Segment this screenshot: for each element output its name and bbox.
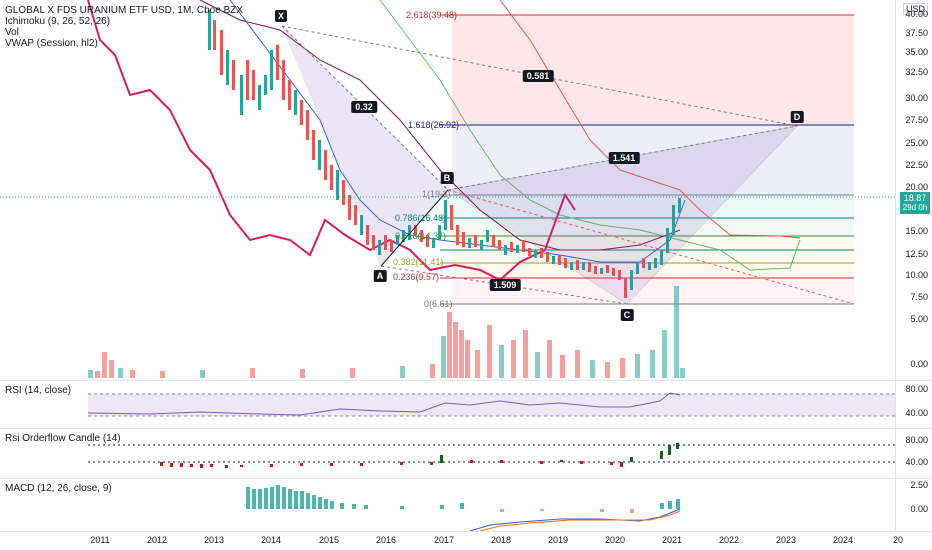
macd-legend[interactable]: MACD (12, 26, close, 9)	[5, 483, 112, 494]
ratio-abc: 1.509	[489, 279, 521, 291]
price-tick: 30.00	[905, 93, 928, 103]
price-tick: 0.00	[910, 359, 928, 369]
macd-pane[interactable]: MACD (12, 26, close, 9) 2.50 0.00	[0, 479, 932, 531]
orderflow-pane[interactable]: Rsi Orderflow Candle (14) 80.00 40.00	[0, 429, 932, 478]
point-c[interactable]: C	[620, 309, 634, 321]
chart-legend: GLOBAL X FDS URANIUM ETF USD, 1M, Cboe B…	[5, 5, 243, 49]
rsi-legend[interactable]: RSI (14, close)	[5, 385, 72, 396]
ichimoku-legend[interactable]: Ichimoku (9, 26, 52, 26)	[5, 16, 111, 27]
pane-divider[interactable]	[0, 380, 932, 381]
rsi-tick: 40.00	[905, 408, 928, 418]
time-axis-divider	[0, 531, 932, 532]
time-tick: 2024	[832, 535, 854, 545]
time-tick: 2020	[604, 535, 626, 545]
price-tick: 35.00	[905, 47, 928, 57]
price-tick: 22.50	[905, 160, 928, 170]
pane-divider[interactable]	[0, 478, 932, 479]
macd-axis[interactable]: 2.50 0.00	[895, 479, 932, 531]
ichimoku-lagging	[87, 0, 576, 282]
point-d[interactable]: D	[790, 111, 804, 123]
ratio-xab: 0.32	[351, 101, 377, 113]
orderflow-tick: 80.00	[905, 435, 928, 445]
price-tick: 40.00	[905, 9, 928, 19]
fib-label-0: 0(6.61)	[424, 299, 453, 309]
main-chart-pane[interactable]: 2.618(39.48) 1.618(26.92) 1(19.2) 0.786(…	[0, 0, 932, 380]
price-tick: 20.00	[905, 182, 928, 192]
time-tick: 2011	[90, 535, 110, 545]
point-b[interactable]: B	[440, 172, 454, 184]
price-tick: 32.50	[905, 67, 928, 77]
orderflow-tick: 40.00	[905, 457, 928, 467]
volume-legend[interactable]: Vol	[5, 27, 19, 38]
ichimoku-base	[199, 0, 681, 251]
price-chart[interactable]	[0, 0, 896, 380]
fib-label-0382: 0.382(11.41)	[393, 257, 444, 267]
price-tick: 5.00	[910, 314, 928, 324]
time-tick: 2017	[433, 535, 455, 545]
price-tick: 37.50	[905, 28, 928, 38]
time-tick: 2014	[260, 535, 282, 545]
fib-label-0618: 0.618(14.37)	[395, 231, 447, 241]
ichimoku-conversion	[229, 0, 686, 263]
fib-label-2618: 2.618(39.48)	[406, 10, 458, 20]
last-price-tag: 18.87 29d 0h	[900, 192, 930, 214]
price-axis[interactable]: USD 40.00 37.50 35.00 32.50 30.00 27.50 …	[895, 0, 932, 380]
time-tick: 2015	[318, 535, 340, 545]
fib-label-0236: 0.236(9.57)	[393, 272, 440, 282]
time-tick: 2021	[661, 535, 683, 545]
fib-label-0786: 0.786(16.48)	[395, 213, 447, 223]
point-x[interactable]: X	[274, 10, 288, 22]
currency-label[interactable]: USD	[902, 3, 928, 15]
rsi-axis[interactable]: 80.00 40.00	[895, 381, 932, 428]
time-tick: 20	[892, 535, 904, 545]
price-tick: 10.00	[905, 270, 928, 280]
rsi-pane[interactable]: RSI (14, close) 80.00 40.00	[0, 381, 932, 428]
time-tick: 2019	[547, 535, 569, 545]
fib-label-1618: 1.618(26.92)	[408, 120, 460, 130]
price-tick: 7.50	[910, 292, 928, 302]
volume-bars	[88, 286, 685, 378]
time-tick: 2016	[375, 535, 397, 545]
last-price: 18.87	[903, 193, 927, 203]
price-tick: 12.50	[905, 249, 928, 259]
ratio-xad: 0.581	[522, 70, 554, 82]
fib-label-1: 1(19.2)	[422, 189, 451, 199]
rsi-plot	[87, 392, 896, 417]
time-tick: 2023	[775, 535, 797, 545]
time-tick: 2013	[203, 535, 225, 545]
price-candles	[208, 10, 681, 298]
price-tick: 27.50	[905, 115, 928, 125]
vwap-legend[interactable]: VWAP (Session, hl2)	[5, 38, 98, 49]
rsi-tick: 80.00	[905, 384, 928, 394]
ichimoku-span-a	[379, 0, 801, 271]
symbol-title[interactable]: GLOBAL X FDS URANIUM ETF USD, 1M, Cboe B…	[5, 5, 244, 16]
price-tick: 25.00	[905, 138, 928, 148]
orderflow-plot	[88, 443, 896, 468]
macd-tick: 2.50	[910, 480, 928, 490]
macd-plot	[246, 485, 681, 531]
ratio-bcd: 1.541	[608, 152, 640, 164]
macd-tick: 0.00	[910, 504, 928, 514]
orderflow-axis[interactable]: 80.00 40.00	[895, 429, 932, 478]
time-tick: 2022	[718, 535, 740, 545]
price-tick: 15.00	[905, 226, 928, 236]
time-tick: 2012	[146, 535, 168, 545]
time-tick: 2018	[490, 535, 512, 545]
point-a[interactable]: A	[373, 270, 387, 282]
bar-countdown: 29d 0h	[902, 203, 928, 212]
pane-divider[interactable]	[0, 428, 932, 429]
orderflow-legend[interactable]: Rsi Orderflow Candle (14)	[5, 433, 121, 444]
